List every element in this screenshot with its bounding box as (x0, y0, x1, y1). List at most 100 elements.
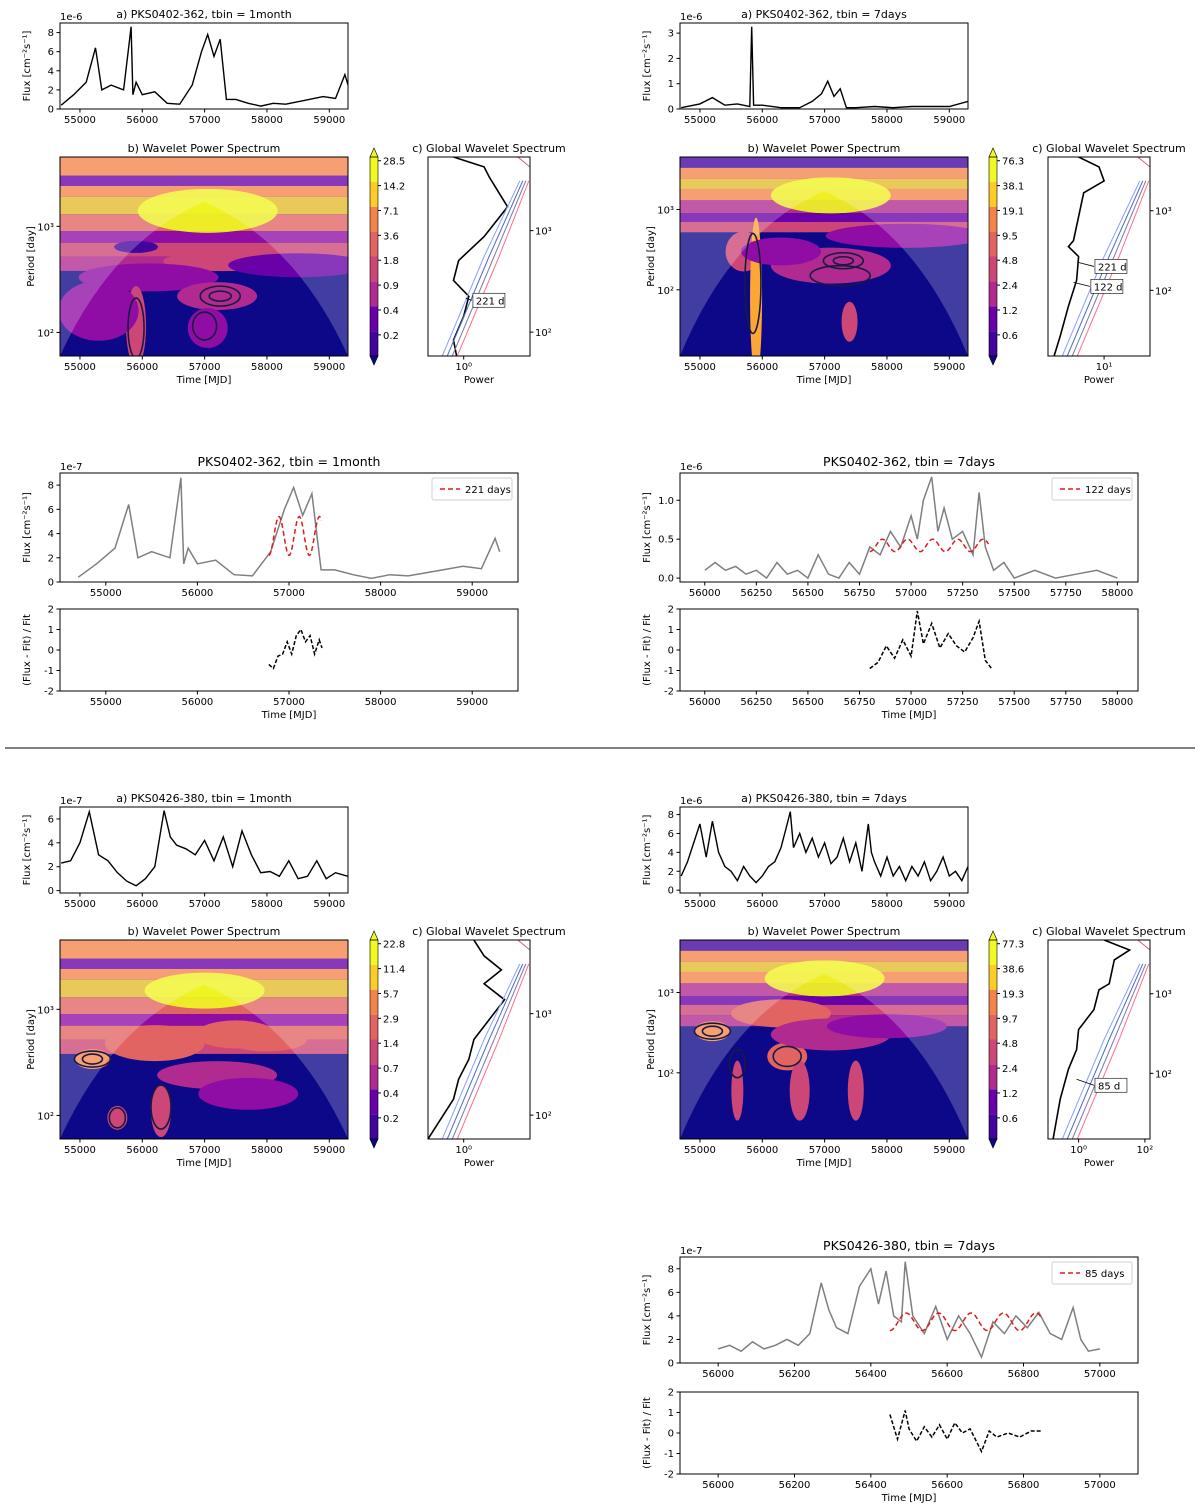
x-tick-label: 57000 (809, 115, 841, 126)
panel-p3r: 55000 56000 57000 58000 59000 -2 -1 0 1 2 (Flux - … (22, 605, 519, 721)
series-group (681, 26, 968, 109)
offset-text: 1e-6 (680, 796, 703, 807)
y-axis-label: Flux [cm⁻²s⁻¹] (22, 492, 33, 563)
y-tick-label: 2 (48, 85, 54, 96)
y-axis-label: Flux [cm⁻²s⁻¹] (22, 31, 33, 102)
axes-frame (679, 1391, 1139, 1475)
axes-frame (679, 472, 1139, 583)
colorbar-segment (370, 231, 378, 257)
colorbar-label: 3.6 (383, 231, 399, 242)
colorbar-segment (989, 181, 997, 207)
y-tick-label: 10³ (535, 1010, 552, 1021)
y-axis-label: Period [day] (646, 226, 657, 287)
series-group (1053, 157, 1150, 356)
panel-p6b: b) Wavelet Power Spectrum 55000 56000 57000… (646, 925, 1024, 1169)
y-tick-label: 8 (48, 481, 54, 492)
x-tick-label: 59000 (313, 115, 345, 126)
y-tick-label: 4 (668, 848, 674, 859)
colorbar-frame (369, 939, 379, 1140)
power-region (114, 240, 159, 253)
y-tick-label: 0.0 (658, 574, 674, 585)
x-tick-label: 10⁰ (455, 362, 472, 373)
flux-line (60, 26, 348, 107)
y-tick-label: 10² (657, 286, 674, 297)
axes-frame (59, 608, 519, 692)
x-tick-label: 56000 (746, 899, 778, 910)
power-region (770, 177, 891, 214)
y-tick-label: 2 (668, 1335, 674, 1346)
power-region (841, 301, 858, 342)
global-power-curve (1052, 940, 1132, 1139)
annotation-arrow (1073, 281, 1090, 287)
annotation-label: 85 d (1098, 1081, 1120, 1092)
legend-box (431, 477, 513, 501)
fit-curve (869, 538, 990, 553)
fit-curve (268, 515, 323, 557)
panel-p5a: a) PKS0426-380, tbin = 1month 1e-7 55000 56… (22, 792, 349, 910)
annotation-box (1094, 259, 1128, 274)
x-tick-label: 57500 (998, 697, 1030, 708)
y-tick-label: 4 (48, 66, 54, 77)
x-axis-label: Power (1084, 375, 1115, 386)
significance-contour (809, 264, 872, 287)
x-axis-label: Power (464, 1158, 495, 1169)
y-tick-label: -2 (664, 687, 674, 698)
x-tick-label: 56000 (181, 588, 213, 599)
colorbar-segment (989, 306, 997, 332)
heatmap-group (60, 157, 348, 356)
panel-title: c) Global Wavelet Spectrum (412, 925, 566, 938)
colorbar-segment (370, 964, 378, 990)
x-tick-label: 56000 (126, 1145, 158, 1156)
colorbar-segment (989, 964, 997, 990)
colorbar-segment (370, 940, 378, 965)
x-tick-label: 56400 (855, 1480, 887, 1491)
y-tick-label: 1 (48, 625, 54, 636)
colorbar-label: 2.4 (1002, 1064, 1018, 1075)
significance-contour (822, 251, 865, 270)
colorbar-label: 1.2 (1002, 306, 1018, 317)
y-tick-label: 2 (668, 605, 674, 616)
y-tick-label: 1.0 (658, 496, 674, 507)
colorbar-label: 7.1 (383, 206, 399, 217)
x-tick-label: 59000 (933, 899, 965, 910)
x-tick-label: 57000 (895, 588, 927, 599)
x-tick-label: 59000 (313, 1145, 345, 1156)
global-power-curve (428, 940, 506, 1139)
colorbar-extend-top (369, 147, 379, 158)
axes-frame (1047, 939, 1151, 1140)
colorbar-label: 9.5 (1002, 231, 1018, 242)
x-tick-label: 56750 (844, 588, 876, 599)
annotation-label: 221 d (1098, 262, 1127, 273)
flux-line (77, 477, 501, 580)
x-axis-label: Time [MJD] (176, 375, 232, 386)
significance-line (517, 157, 530, 168)
significance-line (441, 963, 521, 1139)
panel-p1c: c) Global Wavelet Spectrum 10⁰ Power 10³ 10²… (412, 142, 566, 386)
power-band (680, 213, 968, 222)
panel-p2b: b) Wavelet Power Spectrum 55000 56000 57000… (646, 142, 1024, 386)
y-tick-label: -1 (664, 666, 674, 677)
colorbar-label: 1.8 (383, 256, 399, 267)
y-axis-label: (Flux - Fit) / Fit (22, 614, 33, 686)
y-tick-label: 6 (48, 47, 54, 58)
y-tick-label: 6 (668, 1288, 674, 1299)
panel-p6a: a) PKS0426-380, tbin = 7days 1e-6 55000 560… (642, 792, 969, 910)
significance-contour (208, 290, 233, 302)
power-band (60, 231, 348, 243)
y-tick-label: 10³ (1155, 990, 1172, 1001)
colorbar-label: 76.3 (1002, 157, 1024, 168)
offset-text: 1e-7 (60, 462, 83, 473)
colorbar-segment (989, 281, 997, 307)
axes-frame (427, 939, 531, 1140)
colorbar-label: 2.9 (383, 1014, 399, 1025)
y-tick-label: 0 (668, 1429, 674, 1440)
x-tick-label: 57000 (273, 588, 305, 599)
power-region (228, 253, 348, 278)
x-tick-label: 57000 (809, 899, 841, 910)
x-tick-label: 10⁰ (455, 1145, 472, 1156)
significance-line (1137, 940, 1150, 951)
colorbar-label: 1.4 (383, 1039, 399, 1050)
power-band (680, 940, 968, 951)
colorbar-label: 14.2 (383, 182, 405, 193)
power-band (680, 157, 968, 168)
